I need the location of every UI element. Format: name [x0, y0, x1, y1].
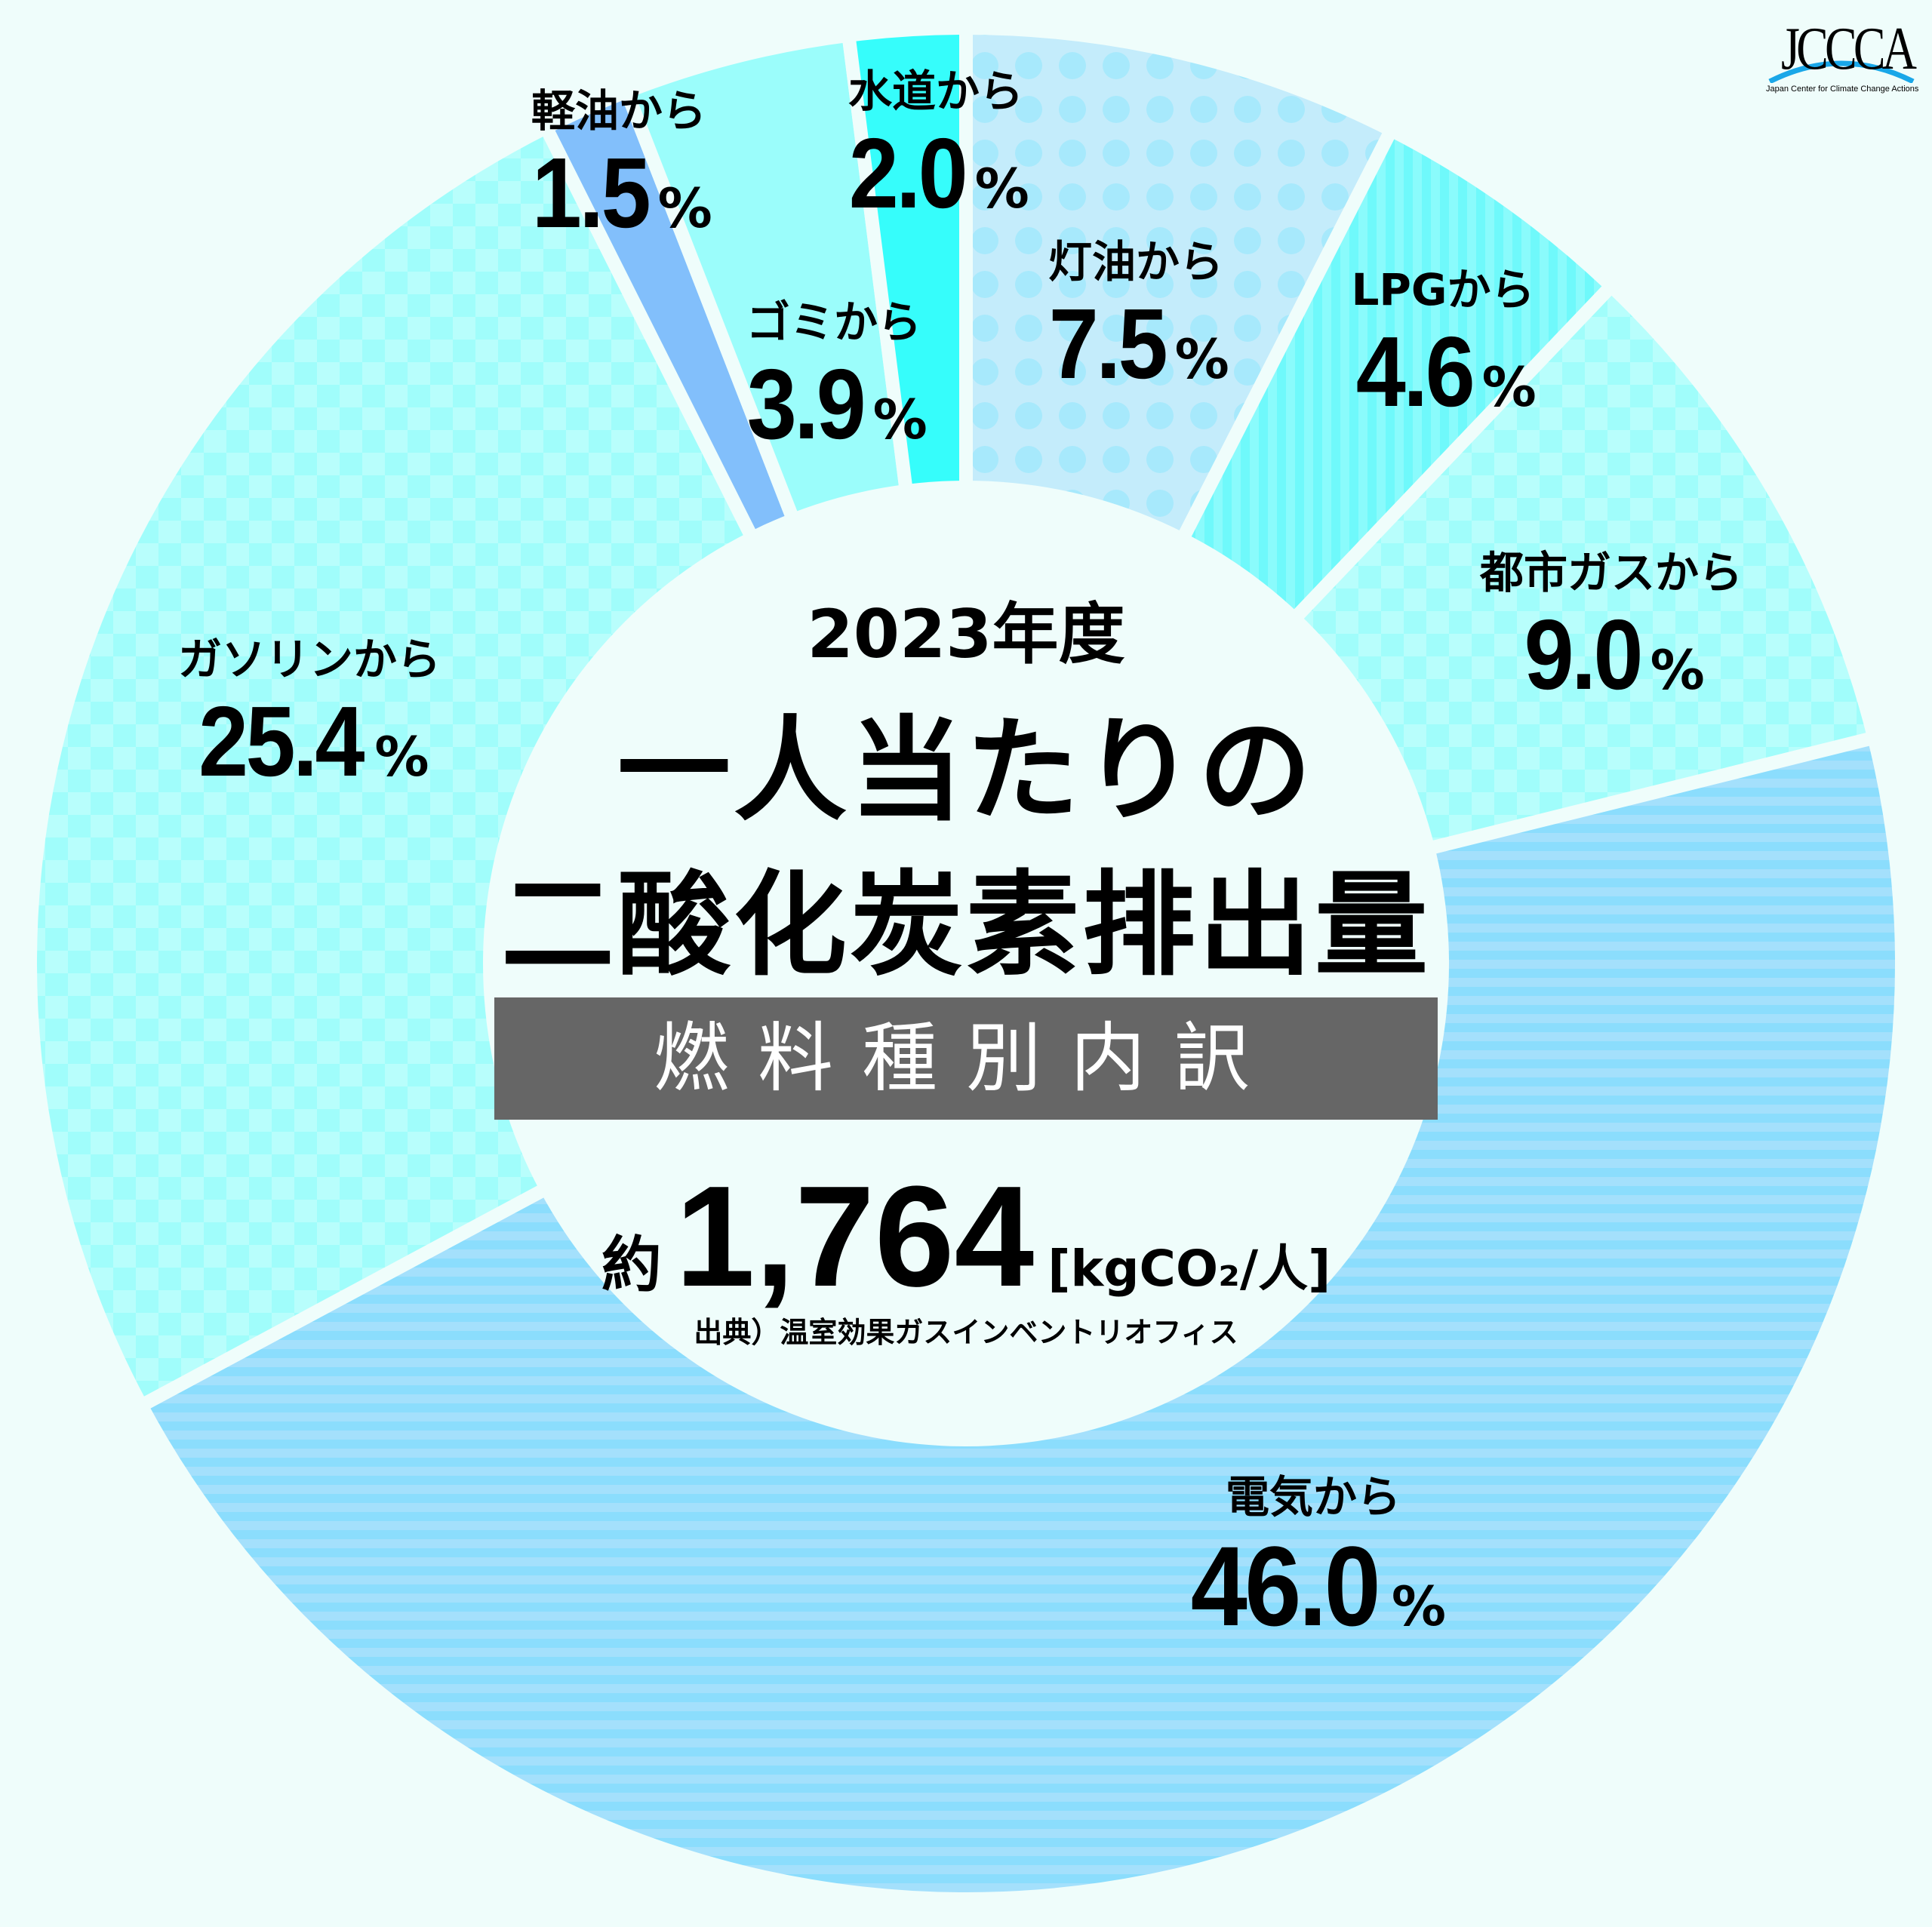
label-lpg: LPGから 4.6% — [1351, 264, 1537, 427]
label-gasoline: ガソリンから 25.4% — [177, 634, 441, 797]
logo-mark: JCCCA — [1781, 16, 1917, 82]
source-note: 出典）温室効果ガスインベントリオフィス — [694, 1316, 1238, 1349]
logo-arc-icon — [1768, 60, 1915, 83]
chart-title-line1: 一人当たりの — [617, 705, 1315, 837]
label-diesel: 軽油から 1.5% — [531, 85, 712, 248]
chart-title-line2: 二酸化炭素排出量 — [500, 860, 1431, 991]
label-kerosene: 灯油から 7.5% — [1048, 236, 1229, 399]
subtitle-band: 燃料種別内訳 — [494, 997, 1438, 1120]
total-value: 1,764 — [675, 1157, 1035, 1317]
total-emissions: 約1,764 [kgCO₂/人] — [0, 1154, 1932, 1319]
chart-year: 2023年度 — [807, 595, 1125, 673]
jccca-logo: JCCCA Japan Center for Climate Change Ac… — [1766, 15, 1919, 98]
label-electricity: 電気から 46.0% — [1190, 1471, 1447, 1649]
label-water: 水道から 2.0% — [848, 66, 1029, 229]
total-unit: [kgCO₂/人] — [1048, 1240, 1331, 1298]
label-city-gas: 都市ガスから 9.0% — [1479, 547, 1743, 710]
donut-hole — [483, 481, 1449, 1446]
label-garbage: ゴミから 3.9% — [746, 297, 928, 459]
logo-tagline: Japan Center for Climate Change Actions — [1766, 85, 1919, 94]
total-prefix: 約 — [601, 1230, 662, 1300]
